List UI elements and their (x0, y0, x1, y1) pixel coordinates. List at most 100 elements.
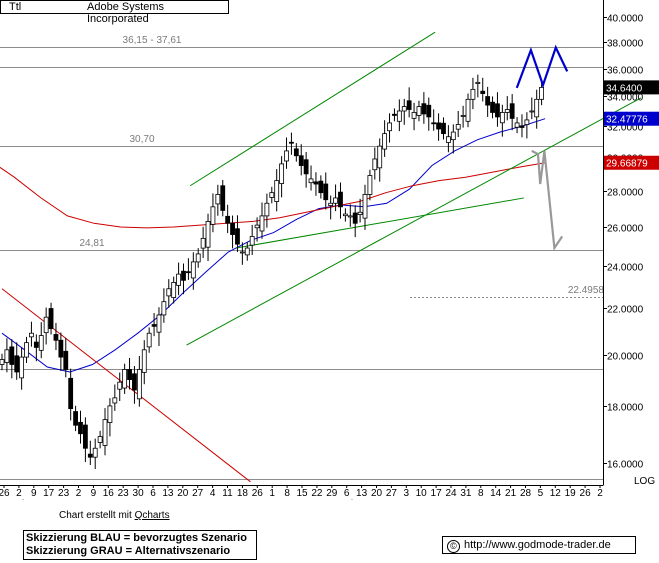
candle-body (490, 101, 495, 113)
candle-body (220, 185, 226, 211)
level-label: 22.4958 (568, 285, 605, 296)
support-resistance-lines: 36,15 - 37,61 30,70 24,81 22.4958 (0, 35, 604, 480)
candle-body (480, 90, 486, 95)
ticker-symbol: Ttl (9, 1, 22, 13)
x-tick-label: 17 (43, 488, 55, 499)
x-tick-label: 17 (431, 488, 443, 499)
candle-body (161, 301, 167, 316)
candle-body (146, 332, 152, 348)
x-tick-label: 14 (490, 488, 502, 499)
y-tick-label: 36.0000 (607, 66, 644, 77)
legend-blue-scenario: Skizzierung BLAU = bevorzugtes Szenario (26, 532, 247, 544)
candle-body (112, 397, 118, 404)
candle-body (347, 215, 353, 218)
qcharts-link[interactable]: Qcharts (134, 510, 170, 521)
candle-body (141, 349, 147, 373)
x-tick-label: 6 (150, 488, 156, 499)
x-tick-label: 2 (16, 488, 22, 499)
level-label: 30,70 (129, 134, 154, 145)
y-tick-label: 26.0000 (607, 224, 644, 235)
x-month-label: Jul (340, 499, 353, 500)
y-tick-label: 28.0000 (607, 188, 644, 199)
x-tick-label: 11 (222, 488, 233, 499)
x-month-label: Apr (145, 499, 161, 500)
candle-body (524, 119, 530, 125)
candle-body (470, 88, 476, 100)
candle-body (132, 373, 137, 391)
candle-body (225, 215, 231, 224)
candle-body (97, 436, 103, 443)
x-tick-label: 26 (580, 488, 592, 499)
candle-body (475, 81, 481, 84)
candle-body (171, 282, 177, 299)
y-tick-label: 38.0000 (607, 39, 644, 50)
y-tick-label: 18.0000 (607, 403, 644, 414)
x-tick-label: 2 (76, 488, 82, 499)
candle-body (377, 145, 383, 169)
candle-body (436, 122, 441, 130)
x-tick-label: 9 (91, 488, 97, 499)
candle-body (460, 115, 466, 117)
candle-body (539, 86, 544, 100)
candle-body (298, 155, 304, 166)
x-tick-label: 6 (344, 488, 350, 499)
candle-body (362, 194, 368, 219)
candle-body (14, 355, 20, 373)
price-tag-label: 34.6400 (606, 83, 643, 94)
candle-body (274, 180, 280, 202)
scenario-path (515, 44, 569, 89)
candle-body (176, 273, 181, 286)
trend-line (189, 31, 436, 187)
candle-body (186, 271, 191, 274)
candle-body (58, 339, 64, 358)
y-tick-label: 32.0000 (607, 123, 644, 134)
x-tick-label: 16 (103, 488, 115, 499)
candle-body (445, 136, 451, 143)
candle-body (313, 181, 319, 185)
scenario-legend: Skizzierung BLAU = bevorzugtes Szenario … (23, 530, 257, 560)
x-tick-label: 12 (550, 488, 562, 499)
candle-body (333, 197, 338, 204)
candle-body (9, 346, 15, 365)
candle-body (181, 270, 186, 281)
x-tick-label: 22 (311, 488, 323, 499)
candle-body (78, 421, 83, 435)
trend-lines (1, 31, 642, 483)
candle-body (68, 377, 74, 410)
source-url[interactable]: http://www.godmode-trader.de (464, 539, 611, 551)
price-tag-label: 29.66879 (606, 159, 648, 170)
price-tag-box (604, 155, 659, 170)
candle-body (338, 191, 343, 208)
x-tick-label: 26 (0, 488, 10, 499)
x-tick-label: 5 (538, 488, 544, 499)
candle-body (82, 424, 88, 449)
y-tick-label: 22.0000 (607, 305, 644, 316)
x-tick-label: 20 (177, 488, 189, 499)
candle-body (392, 113, 397, 116)
source-url-box[interactable]: © http://www.godmode-trader.de (442, 536, 636, 554)
x-month-label: Sep (472, 499, 490, 500)
axes: 40.000038.000036.000034.000032.000030.00… (0, 0, 655, 500)
candle-body (43, 316, 49, 334)
x-tick-label: 15 (296, 488, 308, 499)
candle-body (48, 308, 54, 330)
candle-body (107, 405, 113, 423)
candle-body (455, 124, 461, 130)
x-tick-label: 8 (284, 488, 290, 499)
candle-body (441, 122, 446, 135)
x-tick-label: 8 (478, 488, 484, 499)
company-name: Adobe Systems Incorporated (87, 1, 165, 25)
candle-body (19, 356, 25, 379)
x-tick-label: 1 (269, 488, 275, 499)
x-tick-label: 13 (162, 488, 174, 499)
candle-body (367, 175, 373, 195)
candle-body (73, 411, 78, 426)
candle-body (156, 314, 162, 333)
price-tag-box (604, 111, 659, 126)
candle-body (382, 133, 388, 150)
x-tick-label: 28 (520, 488, 532, 499)
moving-average-line (1, 118, 546, 373)
candle-body (151, 324, 157, 327)
price-tags: 34.6400 32.47776 29.66879 (604, 80, 659, 170)
